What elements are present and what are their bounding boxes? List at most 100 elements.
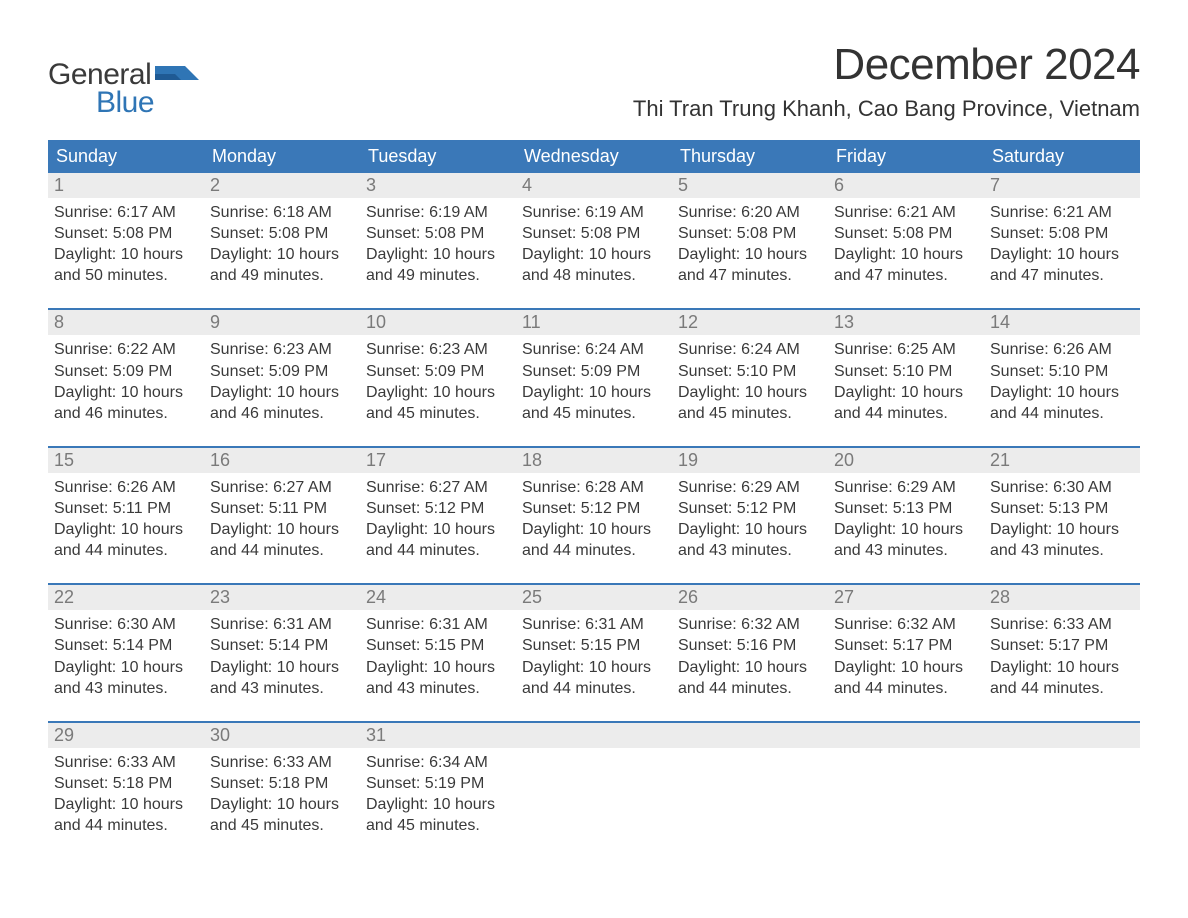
d2-text: and 44 minutes.	[54, 540, 198, 561]
d2-text: and 44 minutes.	[522, 678, 666, 699]
day-number: 14	[990, 312, 1010, 332]
calendar-cell: 13Sunrise: 6:25 AMSunset: 5:10 PMDayligh…	[828, 310, 984, 431]
calendar-cell: 12Sunrise: 6:24 AMSunset: 5:10 PMDayligh…	[672, 310, 828, 431]
calendar-cell: 25 Sunrise: 6:31 AMSunset: 5:15 PMDayligh…	[516, 585, 672, 706]
sunset-text: Sunset: 5:09 PM	[210, 361, 354, 382]
cell-body	[672, 748, 828, 830]
sunrise-text: Sunrise: 6:33 AM	[54, 752, 198, 773]
sunrise-text: Sunrise: 6:24 AM	[678, 339, 822, 360]
calendar-cell: 29Sunrise: 6:33 AMSunset: 5:18 PMDayligh…	[48, 723, 204, 844]
sunrise-text: Sunrise: 6:23 AM	[366, 339, 510, 360]
sunrise-text: Sunrise: 6:30 AM	[54, 614, 198, 635]
day-number: 9	[210, 312, 220, 332]
sunset-text: Sunset: 5:12 PM	[366, 498, 510, 519]
day-number: 6	[834, 175, 844, 195]
sunrise-text: Sunrise: 6:34 AM	[366, 752, 510, 773]
day-number: 25	[522, 587, 542, 607]
daynum-row: 26	[672, 585, 828, 610]
sunrise-text: Sunrise: 6:29 AM	[678, 477, 822, 498]
d2-text: and 43 minutes.	[834, 540, 978, 561]
d1-text: Daylight: 10 hours	[54, 382, 198, 403]
dayname: Wednesday	[516, 140, 672, 173]
cell-body: Sunrise: 6:26 AMSunset: 5:11 PMDaylight:…	[48, 473, 204, 569]
cell-body: Sunrise: 6:31 AMSunset: 5:15 PMDaylight:…	[360, 610, 516, 706]
cell-body: Sunrise: 6:26 AMSunset: 5:10 PMDaylight:…	[984, 335, 1140, 431]
cell-body: Sunrise: 6:28 AMSunset: 5:12 PMDaylight:…	[516, 473, 672, 569]
d2-text: and 44 minutes.	[210, 540, 354, 561]
calendar-cell: 5Sunrise: 6:20 AMSunset: 5:08 PMDaylight…	[672, 173, 828, 294]
calendar-cell: 26Sunrise: 6:32 AMSunset: 5:16 PMDayligh…	[672, 585, 828, 706]
cell-body: Sunrise: 6:19 AMSunset: 5:08 PMDaylight:…	[360, 198, 516, 294]
cell-body: Sunrise: 6:24 AMSunset: 5:10 PMDaylight:…	[672, 335, 828, 431]
cell-body	[516, 748, 672, 830]
daynum-row: 22	[48, 585, 204, 610]
brand-logo: General Blue	[48, 40, 199, 120]
daynum-row: 20	[828, 448, 984, 473]
daynum-row: 8	[48, 310, 204, 335]
calendar-cell: 2Sunrise: 6:18 AMSunset: 5:08 PMDaylight…	[204, 173, 360, 294]
sunset-text: Sunset: 5:16 PM	[678, 635, 822, 656]
day-number: 21	[990, 450, 1010, 470]
cell-body: Sunrise: 6:31 AMSunset: 5:15 PMDaylight:…	[516, 610, 672, 706]
daynum-row: 9	[204, 310, 360, 335]
d1-text: Daylight: 10 hours	[210, 519, 354, 540]
cell-body: Sunrise: 6:22 AMSunset: 5:09 PMDaylight:…	[48, 335, 204, 431]
day-number: 1	[54, 175, 64, 195]
daynum-row: 16	[204, 448, 360, 473]
cell-body: Sunrise: 6:31 AMSunset: 5:14 PMDaylight:…	[204, 610, 360, 706]
calendar-cell: 27Sunrise: 6:32 AMSunset: 5:17 PMDayligh…	[828, 585, 984, 706]
d1-text: Daylight: 10 hours	[990, 244, 1134, 265]
sunset-text: Sunset: 5:12 PM	[678, 498, 822, 519]
d1-text: Daylight: 10 hours	[366, 519, 510, 540]
d2-text: and 46 minutes.	[210, 403, 354, 424]
daynum-row: 18	[516, 448, 672, 473]
d2-text: and 44 minutes.	[522, 540, 666, 561]
sunset-text: Sunset: 5:14 PM	[210, 635, 354, 656]
day-number: 4	[522, 175, 532, 195]
sunset-text: Sunset: 5:09 PM	[522, 361, 666, 382]
calendar-cell: 22Sunrise: 6:30 AMSunset: 5:14 PMDayligh…	[48, 585, 204, 706]
cell-body: Sunrise: 6:21 AMSunset: 5:08 PMDaylight:…	[984, 198, 1140, 294]
d1-text: Daylight: 10 hours	[366, 244, 510, 265]
week-row: 8Sunrise: 6:22 AMSunset: 5:09 PMDaylight…	[48, 308, 1140, 431]
sunrise-text: Sunrise: 6:19 AM	[366, 202, 510, 223]
cell-body: Sunrise: 6:29 AMSunset: 5:12 PMDaylight:…	[672, 473, 828, 569]
day-number: 3	[366, 175, 376, 195]
sunrise-text: Sunrise: 6:32 AM	[834, 614, 978, 635]
calendar-cell: 30Sunrise: 6:33 AMSunset: 5:18 PMDayligh…	[204, 723, 360, 844]
calendar-cell: 21 Sunrise: 6:30 AMSunset: 5:13 PMDayligh…	[984, 448, 1140, 569]
sunset-text: Sunset: 5:18 PM	[54, 773, 198, 794]
cell-body: Sunrise: 6:30 AMSunset: 5:14 PMDaylight:…	[48, 610, 204, 706]
daynum-row: 29	[48, 723, 204, 748]
d2-text: and 43 minutes.	[210, 678, 354, 699]
daynum-row: 30	[204, 723, 360, 748]
day-number: 16	[210, 450, 230, 470]
header: General Blue December 2024 Thi Tran Trun…	[48, 40, 1140, 122]
dayname: Sunday	[48, 140, 204, 173]
d2-text: and 45 minutes.	[210, 815, 354, 836]
sunrise-text: Sunrise: 6:17 AM	[54, 202, 198, 223]
d2-text: and 47 minutes.	[990, 265, 1134, 286]
calendar-cell: 14 Sunrise: 6:26 AMSunset: 5:10 PMDayligh…	[984, 310, 1140, 431]
weeks-container: 1Sunrise: 6:17 AMSunset: 5:08 PMDaylight…	[48, 173, 1140, 844]
sunrise-text: Sunrise: 6:23 AM	[210, 339, 354, 360]
cell-body: Sunrise: 6:27 AMSunset: 5:12 PMDaylight:…	[360, 473, 516, 569]
d1-text: Daylight: 10 hours	[210, 244, 354, 265]
sunset-text: Sunset: 5:09 PM	[54, 361, 198, 382]
calendar-cell: 3 Sunrise: 6:19 AMSunset: 5:08 PMDaylight…	[360, 173, 516, 294]
day-number: 28	[990, 587, 1010, 607]
sunrise-text: Sunrise: 6:18 AM	[210, 202, 354, 223]
daynum-row	[984, 723, 1140, 748]
day-number: 2	[210, 175, 220, 195]
d2-text: and 44 minutes.	[990, 678, 1134, 699]
daynum-row: 2	[204, 173, 360, 198]
cell-body: Sunrise: 6:24 AMSunset: 5:09 PMDaylight:…	[516, 335, 672, 431]
d2-text: and 49 minutes.	[210, 265, 354, 286]
calendar-cell: 17Sunrise: 6:27 AMSunset: 5:12 PMDayligh…	[360, 448, 516, 569]
d1-text: Daylight: 10 hours	[990, 657, 1134, 678]
sunrise-text: Sunrise: 6:21 AM	[990, 202, 1134, 223]
d1-text: Daylight: 10 hours	[834, 519, 978, 540]
calendar-cell: 10Sunrise: 6:23 AMSunset: 5:09 PMDayligh…	[360, 310, 516, 431]
cell-body: Sunrise: 6:30 AMSunset: 5:13 PMDaylight:…	[984, 473, 1140, 569]
d1-text: Daylight: 10 hours	[54, 657, 198, 678]
